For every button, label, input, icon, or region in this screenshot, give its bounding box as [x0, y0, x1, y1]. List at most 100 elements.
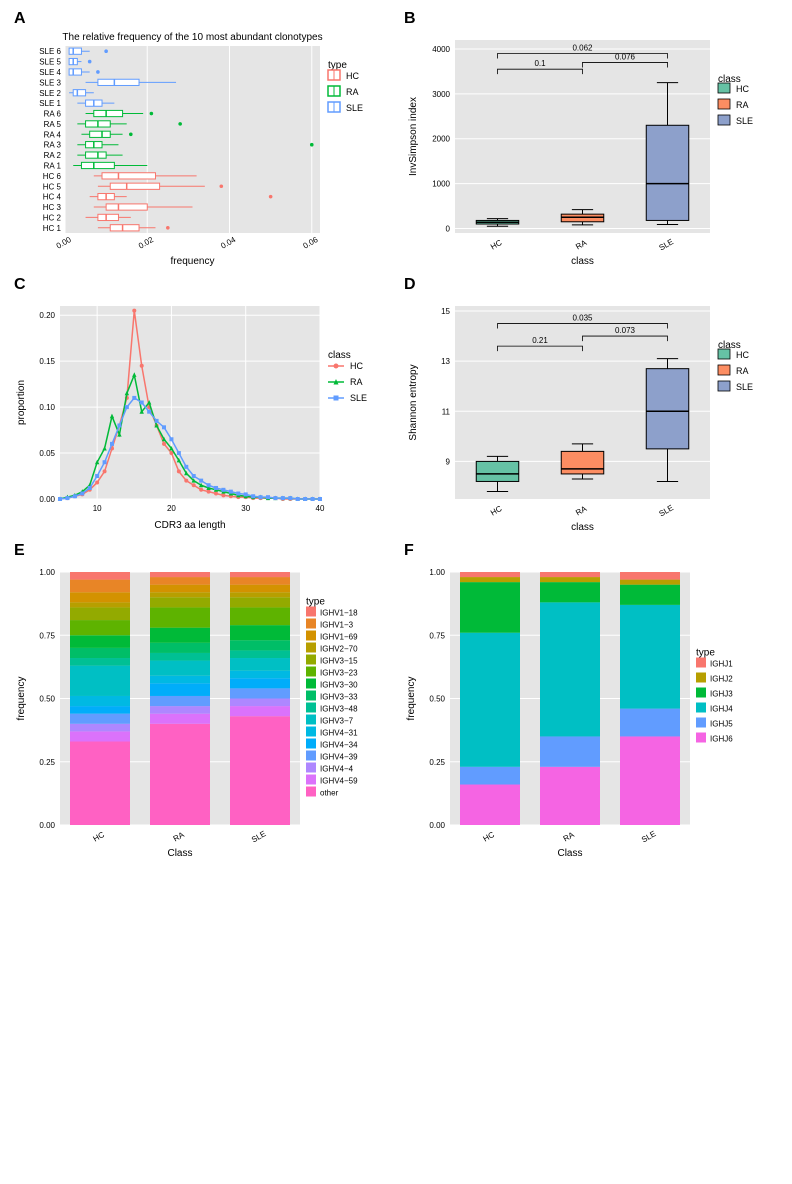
svg-text:0.75: 0.75: [39, 631, 55, 640]
svg-text:9: 9: [446, 457, 451, 466]
svg-text:30: 30: [241, 504, 250, 513]
svg-text:2000: 2000: [432, 135, 450, 144]
svg-text:HC 1: HC 1: [43, 224, 62, 233]
svg-text:Class: Class: [167, 848, 192, 859]
svg-text:type: type: [696, 648, 715, 659]
svg-text:class: class: [571, 256, 594, 267]
svg-text:IGHV3−30: IGHV3−30: [320, 681, 358, 690]
svg-text:10: 10: [93, 504, 102, 513]
panel-e-chart: 0.000.250.500.751.00HCRASLEClassfrequenc…: [10, 560, 390, 860]
svg-text:SLE: SLE: [657, 237, 675, 252]
svg-text:IGHV3−33: IGHV3−33: [320, 693, 358, 702]
svg-text:HC 6: HC 6: [43, 172, 62, 181]
svg-text:SLE 4: SLE 4: [39, 68, 61, 77]
svg-text:IGHJ2: IGHJ2: [710, 675, 733, 684]
svg-text:RA: RA: [172, 830, 187, 844]
svg-text:RA 5: RA 5: [44, 120, 62, 129]
svg-text:RA 2: RA 2: [44, 151, 62, 160]
svg-text:SLE 1: SLE 1: [39, 99, 61, 108]
svg-text:0.15: 0.15: [39, 357, 55, 366]
svg-text:frequency: frequency: [16, 677, 27, 721]
svg-text:HC 3: HC 3: [43, 203, 62, 212]
svg-text:IGHV4−4: IGHV4−4: [320, 765, 354, 774]
svg-text:SLE 6: SLE 6: [39, 47, 61, 56]
svg-text:0.75: 0.75: [429, 631, 445, 640]
svg-text:RA: RA: [350, 377, 363, 387]
svg-text:IGHV3−15: IGHV3−15: [320, 657, 358, 666]
svg-text:class: class: [571, 522, 594, 533]
svg-text:SLE: SLE: [350, 393, 367, 403]
svg-text:SLE: SLE: [657, 503, 675, 518]
svg-text:RA: RA: [736, 100, 749, 110]
svg-text:IGHJ1: IGHJ1: [710, 660, 733, 669]
svg-text:0.20: 0.20: [39, 311, 55, 320]
svg-text:IGHV3−7: IGHV3−7: [320, 717, 354, 726]
svg-text:SLE: SLE: [346, 103, 363, 113]
svg-text:0: 0: [446, 225, 451, 234]
svg-text:HC 2: HC 2: [43, 213, 62, 222]
svg-text:frequency: frequency: [406, 677, 417, 721]
svg-text:0.04: 0.04: [219, 235, 237, 251]
panel-a: A The relative frequency of the 10 most …: [10, 10, 392, 268]
panel-f: F 0.000.250.500.751.00HCRASLEClassfreque…: [400, 542, 782, 860]
svg-text:0.1: 0.1: [534, 59, 546, 68]
panel-e-label: E: [14, 542, 25, 560]
svg-text:RA 3: RA 3: [44, 141, 62, 150]
svg-text:IGHJ4: IGHJ4: [710, 705, 733, 714]
svg-text:HC 5: HC 5: [43, 182, 62, 191]
svg-text:0.50: 0.50: [429, 695, 445, 704]
panel-d: D 9111315HCRASLE0.210.0730.035classShann…: [400, 276, 782, 534]
panel-b-chart: 01000200030004000HCRASLE0.10.0760.062cla…: [400, 28, 780, 268]
svg-text:SLE: SLE: [736, 116, 753, 126]
svg-text:IGHV1−69: IGHV1−69: [320, 633, 358, 642]
svg-text:HC: HC: [489, 504, 504, 518]
svg-text:0.035: 0.035: [572, 314, 593, 323]
svg-text:SLE 2: SLE 2: [39, 89, 61, 98]
panel-e: E 0.000.250.500.751.00HCRASLEClassfreque…: [10, 542, 392, 860]
svg-text:proportion: proportion: [16, 380, 27, 425]
svg-text:3000: 3000: [432, 90, 450, 99]
svg-text:40: 40: [316, 504, 325, 513]
panel-a-label: A: [14, 10, 26, 28]
svg-text:RA 4: RA 4: [44, 130, 62, 139]
panel-b-label: B: [404, 10, 416, 28]
svg-text:RA 6: RA 6: [44, 110, 62, 119]
svg-text:1.00: 1.00: [39, 568, 55, 577]
svg-text:0.062: 0.062: [572, 43, 593, 52]
panel-a-chart: The relative frequency of the 10 most ab…: [10, 28, 390, 268]
svg-text:HC: HC: [736, 84, 749, 94]
svg-text:0.50: 0.50: [39, 695, 55, 704]
panel-f-label: F: [404, 542, 414, 560]
panel-c: C 102030400.000.050.100.150.20CDR3 aa le…: [10, 276, 392, 534]
svg-text:IGHJ6: IGHJ6: [710, 735, 733, 744]
svg-text:other: other: [320, 789, 339, 798]
svg-text:1000: 1000: [432, 180, 450, 189]
svg-text:Shannon entropy: Shannon entropy: [408, 364, 419, 440]
svg-text:20: 20: [167, 504, 176, 513]
svg-text:0.25: 0.25: [39, 758, 55, 767]
svg-text:SLE: SLE: [736, 382, 753, 392]
svg-text:4000: 4000: [432, 45, 450, 54]
svg-text:frequency: frequency: [171, 256, 215, 267]
svg-text:HC 4: HC 4: [43, 193, 62, 202]
panel-d-chart: 9111315HCRASLE0.210.0730.035classShannon…: [400, 294, 780, 534]
svg-text:0.25: 0.25: [429, 758, 445, 767]
panel-c-label: C: [14, 276, 26, 294]
svg-text:IGHJ5: IGHJ5: [710, 720, 733, 729]
svg-text:RA: RA: [574, 238, 589, 252]
svg-text:0.06: 0.06: [302, 235, 320, 251]
svg-text:13: 13: [441, 357, 450, 366]
svg-text:Class: Class: [557, 848, 582, 859]
svg-text:11: 11: [442, 407, 451, 416]
svg-text:The relative frequency of the: The relative frequency of the 10 most ab…: [62, 32, 322, 43]
panel-f-chart: 0.000.250.500.751.00HCRASLEClassfrequenc…: [400, 560, 780, 860]
svg-text:0.05: 0.05: [39, 449, 55, 458]
svg-text:RA 1: RA 1: [44, 161, 62, 170]
svg-text:SLE 5: SLE 5: [39, 58, 61, 67]
panel-c-chart: 102030400.000.050.100.150.20CDR3 aa leng…: [10, 294, 390, 534]
svg-text:SLE: SLE: [250, 829, 268, 844]
svg-text:HC: HC: [489, 238, 504, 252]
svg-text:InvSimpson index: InvSimpson index: [408, 97, 419, 176]
svg-text:RA: RA: [736, 366, 749, 376]
svg-text:IGHV1−18: IGHV1−18: [320, 609, 358, 618]
